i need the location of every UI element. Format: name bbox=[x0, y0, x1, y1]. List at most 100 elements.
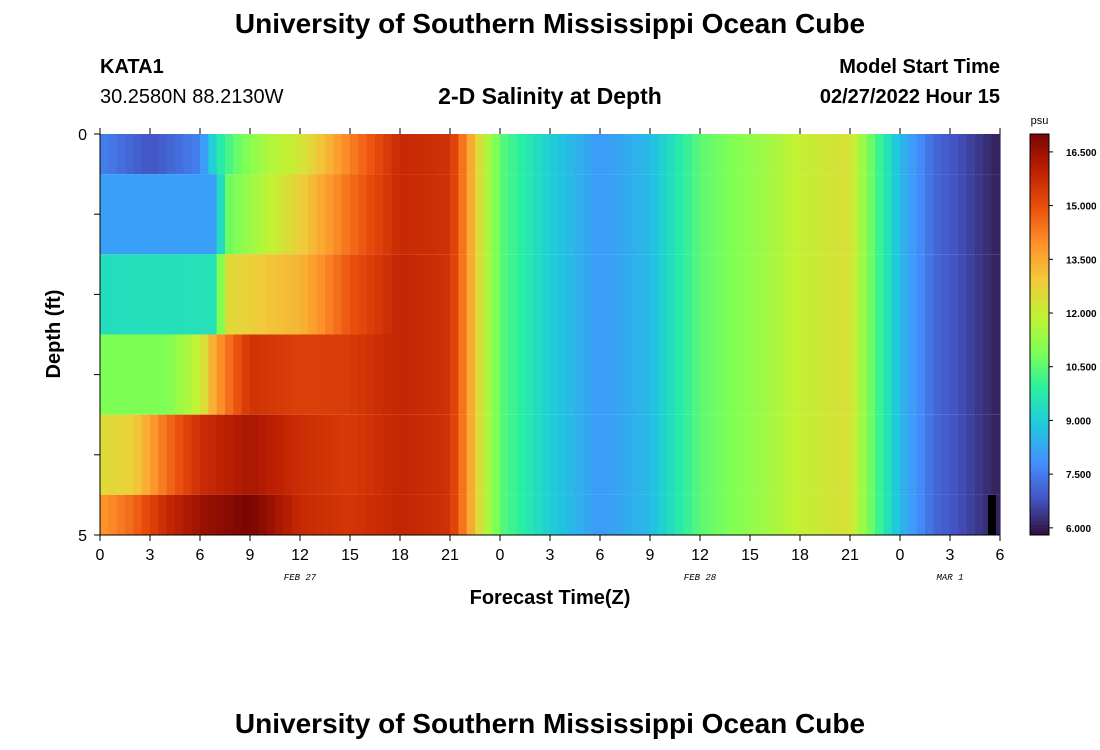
heatmap-cell bbox=[975, 174, 984, 255]
colorbar-segment bbox=[1030, 177, 1049, 182]
heatmap-cell bbox=[333, 174, 343, 255]
heatmap-cell bbox=[525, 134, 534, 175]
colorbar-segment bbox=[1030, 504, 1049, 509]
heatmap-cell bbox=[991, 174, 1001, 255]
heatmap-cell bbox=[650, 414, 659, 495]
heatmap-cell bbox=[208, 134, 218, 175]
heatmap-cell bbox=[283, 134, 293, 175]
heatmap-cell bbox=[408, 494, 418, 535]
colorbar-tick-label: 13.500 bbox=[1066, 255, 1097, 266]
heatmap-cell bbox=[750, 254, 759, 335]
heatmap-cell bbox=[200, 494, 209, 535]
heatmap-cell bbox=[116, 174, 126, 255]
heatmap-cell bbox=[833, 414, 843, 495]
heatmap-cell bbox=[208, 494, 218, 535]
colorbar-segment bbox=[1030, 424, 1049, 429]
heatmap-cell bbox=[991, 494, 1001, 535]
heatmap-cell bbox=[583, 254, 593, 335]
heatmap-cell bbox=[925, 334, 934, 415]
colorbar-segment bbox=[1030, 137, 1049, 142]
heatmap-cell bbox=[925, 254, 934, 335]
heatmap-cell bbox=[758, 134, 768, 175]
heatmap-cell bbox=[358, 174, 368, 255]
colorbar-segment bbox=[1030, 260, 1049, 265]
heatmap-cell bbox=[416, 174, 426, 255]
heatmap-cell bbox=[975, 254, 984, 335]
heatmap-cell bbox=[858, 254, 868, 335]
heatmap-cell bbox=[383, 254, 393, 335]
heatmap-cell bbox=[975, 334, 984, 415]
heatmap-cell bbox=[475, 134, 484, 175]
heatmap-cell bbox=[775, 174, 784, 255]
heatmap-cell bbox=[808, 334, 818, 415]
heatmap-cell bbox=[191, 174, 201, 255]
heatmap-cell bbox=[283, 334, 293, 415]
y-tick-label: 0 bbox=[78, 127, 87, 144]
heatmap-cell bbox=[175, 134, 184, 175]
heatmap-cell bbox=[233, 254, 243, 335]
heatmap-cell bbox=[108, 334, 118, 415]
heatmap-cell bbox=[358, 254, 368, 335]
colorbar-segment bbox=[1030, 377, 1049, 382]
heatmap-cell bbox=[758, 494, 768, 535]
heatmap-cell bbox=[566, 174, 576, 255]
colorbar-segment bbox=[1030, 274, 1049, 279]
heatmap-cell bbox=[250, 334, 259, 415]
heatmap-cell bbox=[800, 334, 809, 415]
heatmap-cell bbox=[241, 494, 251, 535]
heatmap-cell bbox=[125, 174, 134, 255]
heatmap-cell bbox=[925, 134, 934, 175]
heatmap-cell bbox=[450, 134, 459, 175]
heatmap-cell bbox=[550, 414, 559, 495]
x-tick-label: 6 bbox=[596, 547, 605, 564]
colorbar-segment bbox=[1030, 354, 1049, 359]
colorbar-segment bbox=[1030, 364, 1049, 369]
x-date-label: FEB 28 bbox=[684, 573, 717, 583]
colorbar-segment bbox=[1030, 267, 1049, 272]
heatmap-cell bbox=[791, 414, 801, 495]
heatmap-cell bbox=[425, 414, 434, 495]
colorbar-segment bbox=[1030, 401, 1049, 406]
heatmap-cell bbox=[183, 414, 193, 495]
colorbar-segment bbox=[1030, 498, 1049, 503]
heatmap-cell bbox=[450, 414, 459, 495]
heatmap-cell bbox=[100, 254, 109, 335]
heatmap-cell bbox=[333, 134, 343, 175]
heatmap-cell bbox=[466, 414, 476, 495]
heatmap-cell bbox=[791, 174, 801, 255]
colorbar-segment bbox=[1030, 187, 1049, 192]
heatmap-cell bbox=[408, 174, 418, 255]
colorbar-segment bbox=[1030, 190, 1049, 195]
model-start-value: 02/27/2022 Hour 15 bbox=[819, 86, 1000, 108]
heatmap-cell bbox=[100, 414, 109, 495]
heatmap-cell bbox=[308, 134, 318, 175]
heatmap-cell bbox=[916, 134, 926, 175]
heatmap-cell bbox=[566, 414, 576, 495]
heatmap-cell bbox=[650, 134, 659, 175]
heatmap-cell bbox=[475, 254, 484, 335]
colorbar-segment bbox=[1030, 371, 1049, 376]
x-tick-label: 12 bbox=[691, 547, 709, 564]
heatmap-cell bbox=[683, 254, 693, 335]
heatmap-cell bbox=[358, 494, 368, 535]
heatmap-cell bbox=[150, 134, 159, 175]
heatmap-cell bbox=[341, 134, 351, 175]
heatmap-cell bbox=[558, 414, 568, 495]
heatmap-cell bbox=[766, 254, 776, 335]
heatmap-cell bbox=[541, 414, 551, 495]
heatmap-cell bbox=[733, 414, 743, 495]
heatmap-cell bbox=[275, 254, 284, 335]
colorbar-segment bbox=[1030, 247, 1049, 252]
heatmap-cell bbox=[275, 414, 284, 495]
heatmap-cell bbox=[691, 134, 701, 175]
heatmap-cell bbox=[666, 254, 676, 335]
heatmap-cell bbox=[491, 174, 501, 255]
colorbar-tick-label: 16.500 bbox=[1066, 148, 1097, 159]
heatmap-cell bbox=[183, 174, 193, 255]
heatmap-cell bbox=[750, 414, 759, 495]
heatmap-cell bbox=[975, 494, 984, 535]
heatmap-cell bbox=[516, 494, 526, 535]
colorbar-segment bbox=[1030, 150, 1049, 155]
heatmap-cell bbox=[333, 334, 343, 415]
